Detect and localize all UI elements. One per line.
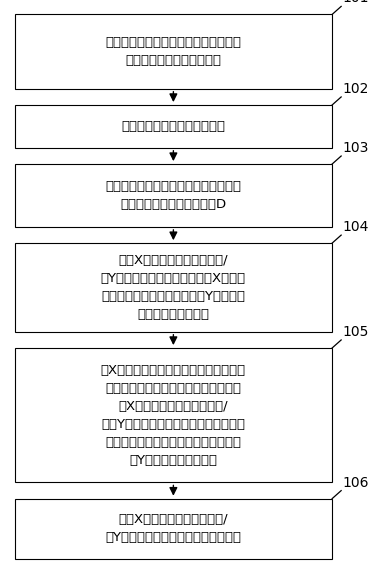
Bar [15, 348, 332, 483]
Bar [15, 164, 332, 227]
Bar [15, 14, 332, 89]
Bar [15, 105, 332, 148]
Text: 获取X轴向的加速度改变量和/
或Y轴向的加速度改变量，所述X轴向平
行于移动终端屏幕向右，所述Y轴向平行
于移动终端屏幕向上: 获取X轴向的加速度改变量和/ 或Y轴向的加速度改变量，所述X轴向平 行于移动终端… [101, 254, 246, 321]
Text: 104: 104 [342, 220, 369, 234]
Text: 预先设置一加速度阈值，及单位加速度
改变量对应的平移像素个数: 预先设置一加速度阈值，及单位加速度 改变量对应的平移像素个数 [105, 36, 242, 67]
Text: 实时获取移动终端当前加速度: 实时获取移动终端当前加速度 [121, 120, 225, 133]
Bar [15, 499, 332, 559]
Bar [15, 243, 332, 332]
Text: 按照X轴向的平移像素个数和/
或Y轴向的平移像素个数平移显示内容: 按照X轴向的平移像素个数和/ 或Y轴向的平移像素个数平移显示内容 [105, 513, 242, 544]
Text: 判断当前加速度的绝对值是否大于加速
度阈值，若是，则执行步骤D: 判断当前加速度的绝对值是否大于加速 度阈值，若是，则执行步骤D [105, 180, 242, 211]
Text: 106: 106 [342, 476, 369, 490]
Text: 105: 105 [342, 325, 369, 339]
Text: 101: 101 [342, 0, 369, 5]
Text: 103: 103 [342, 141, 369, 155]
Text: 102: 102 [342, 82, 369, 96]
Text: 将X轴向的加速度改变量与单位加速度改
变量对应的平移像素个数做乘积运算获
取X轴向的平移像素个数，和/
或将Y轴向的加速度改变量单位加速度改
变量对应的平移像素: 将X轴向的加速度改变量与单位加速度改 变量对应的平移像素个数做乘积运算获 取X轴… [101, 363, 246, 467]
